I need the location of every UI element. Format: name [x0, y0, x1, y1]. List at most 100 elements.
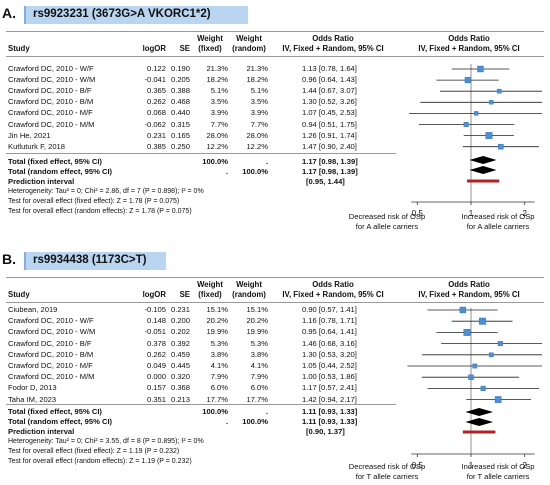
col-weight-fixed: Weight — [197, 280, 223, 289]
study-se: 0.315 — [170, 119, 190, 129]
study-weight-fixed: 7.7% — [210, 119, 228, 129]
study-name: Crawford DC, 2010 - M/F — [8, 108, 93, 118]
study-name: Fodor D, 2013 — [8, 383, 57, 393]
col-logor: logOR — [142, 44, 166, 53]
study-weight-random: 5.1% — [250, 86, 268, 96]
x-tick-label: 0.5 — [412, 461, 424, 470]
study-or-ci: 1.00 [0.53, 1.86] — [302, 372, 357, 382]
study-name: Crawford DC, 2010 - W/F — [8, 64, 94, 73]
study-point — [480, 385, 486, 391]
study-point — [459, 306, 467, 314]
study-se: 0.445 — [170, 361, 190, 370]
study-weight-random: 7.7% — [250, 119, 268, 129]
study-or-ci: 1.07 [0.45, 2.53] — [302, 108, 357, 118]
header-bottom-rule — [6, 302, 544, 303]
study-point — [494, 396, 502, 403]
study-se: 0.200 — [170, 316, 190, 326]
study-weight-random: 7.9% — [250, 372, 268, 382]
study-se: 0.459 — [170, 349, 190, 359]
panel-title-banner: rs9923231 (3673G>A VKORC1*2) — [24, 6, 248, 24]
study-logor: 0.148 — [146, 316, 166, 326]
x-tick-label: 1 — [469, 209, 474, 218]
study-logor: -0.062 — [144, 119, 166, 129]
study-or-ci: 1.42 [0.94, 2.17] — [302, 394, 357, 404]
study-weight-random: 4.1% — [250, 361, 268, 370]
study-point — [498, 143, 504, 150]
col-plot: Odds Ratio — [448, 280, 490, 289]
study-name: Crawford DC, 2010 - M/F — [8, 361, 93, 370]
study-se: 0.320 — [170, 372, 190, 382]
study-point — [464, 77, 471, 84]
study-weight-random: 28.0% — [246, 130, 268, 140]
study-weight-fixed: 12.2% — [206, 141, 228, 151]
study-or-ci: 1.30 [0.52, 3.26] — [302, 97, 357, 107]
favours-right-2: for A allele carriers — [466, 222, 530, 231]
col-weight-random: Weight — [236, 280, 262, 289]
total-fixed-ci: 1.17 [0.98, 1.39] — [302, 157, 358, 166]
study-weight-fixed: 3.9% — [210, 108, 228, 118]
study-or-ci: 1.47 [0.90, 2.40] — [302, 141, 357, 151]
col-se: SE — [179, 44, 190, 53]
study-or-ci: 0.95 [0.64, 1.41] — [302, 327, 357, 337]
study-se: 0.250 — [170, 141, 190, 151]
study-weight-random: 21.3% — [246, 64, 268, 73]
study-weight-random: 3.8% — [250, 349, 268, 359]
prediction-ci: [0.90, 1.37] — [306, 427, 345, 436]
study-point — [489, 352, 494, 358]
total-random-dot: . — [225, 417, 228, 426]
study-weight-random: 3.9% — [250, 108, 268, 118]
favours-right-2: for T allele carriers — [466, 472, 530, 481]
study-name: Crawford DC, 2010 - M/M — [8, 372, 95, 382]
study-logor: 0.122 — [146, 64, 166, 73]
header-top-rule — [6, 31, 544, 32]
panel-title: rs9923231 (3673G>A VKORC1*2) — [33, 8, 211, 20]
study-se: 0.368 — [170, 383, 190, 393]
forest-panel-b: B. rs9934438 (1173C>T) Study logOR SE We… — [0, 247, 550, 485]
col-odds-ratio: Odds Ratio — [312, 34, 354, 43]
study-name: Jin He, 2021 — [8, 130, 51, 140]
favours-right-1: Increased risk of OSp — [461, 212, 535, 221]
study-weight-fixed: 15.1% — [206, 305, 228, 314]
total-fixed-dot: . — [265, 407, 268, 416]
study-se: 0.202 — [170, 327, 190, 337]
study-name: Kutluturk F, 2018 — [8, 141, 65, 151]
favours-left-2: for T allele carriers — [355, 472, 419, 481]
forest-plot-a: 0.5 1 2 — [409, 64, 542, 218]
study-logor: 0.385 — [146, 141, 166, 151]
study-weight-fixed: 7.9% — [210, 372, 228, 382]
diamond-fixed — [469, 156, 497, 164]
study-or-ci: 1.26 [0.91, 1.74] — [302, 130, 357, 140]
total-random-ci: 1.17 [0.98, 1.39] — [302, 167, 358, 176]
study-weight-fixed: 3.8% — [210, 349, 228, 359]
study-logor: 0.351 — [146, 394, 166, 404]
study-point — [489, 100, 494, 105]
col-weight-fixed-sub: (fixed) — [198, 44, 222, 53]
test-random-text: Test for overall effect (random effects)… — [8, 208, 192, 215]
study-logor: 0.262 — [146, 97, 166, 107]
col-logor: logOR — [142, 290, 166, 299]
total-fixed-weight: 100.0% — [202, 407, 228, 416]
col-weight-fixed-sub: (fixed) — [198, 290, 222, 299]
study-weight-random: 5.3% — [250, 338, 268, 348]
total-fixed-weight: 100.0% — [202, 157, 228, 166]
study-logor: 0.157 — [146, 383, 166, 393]
study-point — [477, 65, 484, 73]
study-name: Crawford DC, 2010 - B/M — [8, 97, 94, 107]
col-weight-random-sub: (random) — [232, 290, 266, 299]
favours-right-1: Increased risk of OSp — [461, 462, 535, 471]
study-se: 0.205 — [170, 75, 190, 85]
study-or-ci: 1.16 [0.78, 1.71] — [302, 316, 357, 326]
favours-left-2: for A allele carriers — [355, 222, 419, 231]
header-top-rule — [6, 277, 544, 278]
study-weight-fixed: 28.0% — [206, 130, 228, 140]
col-weight-fixed: Weight — [197, 34, 223, 43]
study-name: Taha IM, 2023 — [8, 394, 57, 404]
studies-bottom-rule — [6, 153, 396, 154]
total-random-weight: 100.0% — [242, 167, 268, 176]
x-tick-label: 0.5 — [412, 209, 424, 218]
test-random-text: Test for overall effect (random effects)… — [8, 458, 192, 465]
study-weight-fixed: 20.2% — [206, 316, 228, 326]
study-weight-fixed: 6.0% — [210, 383, 228, 393]
total-fixed-label: Total (fixed effect, 95% CI) — [8, 157, 102, 166]
study-weight-fixed: 17.7% — [206, 394, 228, 404]
